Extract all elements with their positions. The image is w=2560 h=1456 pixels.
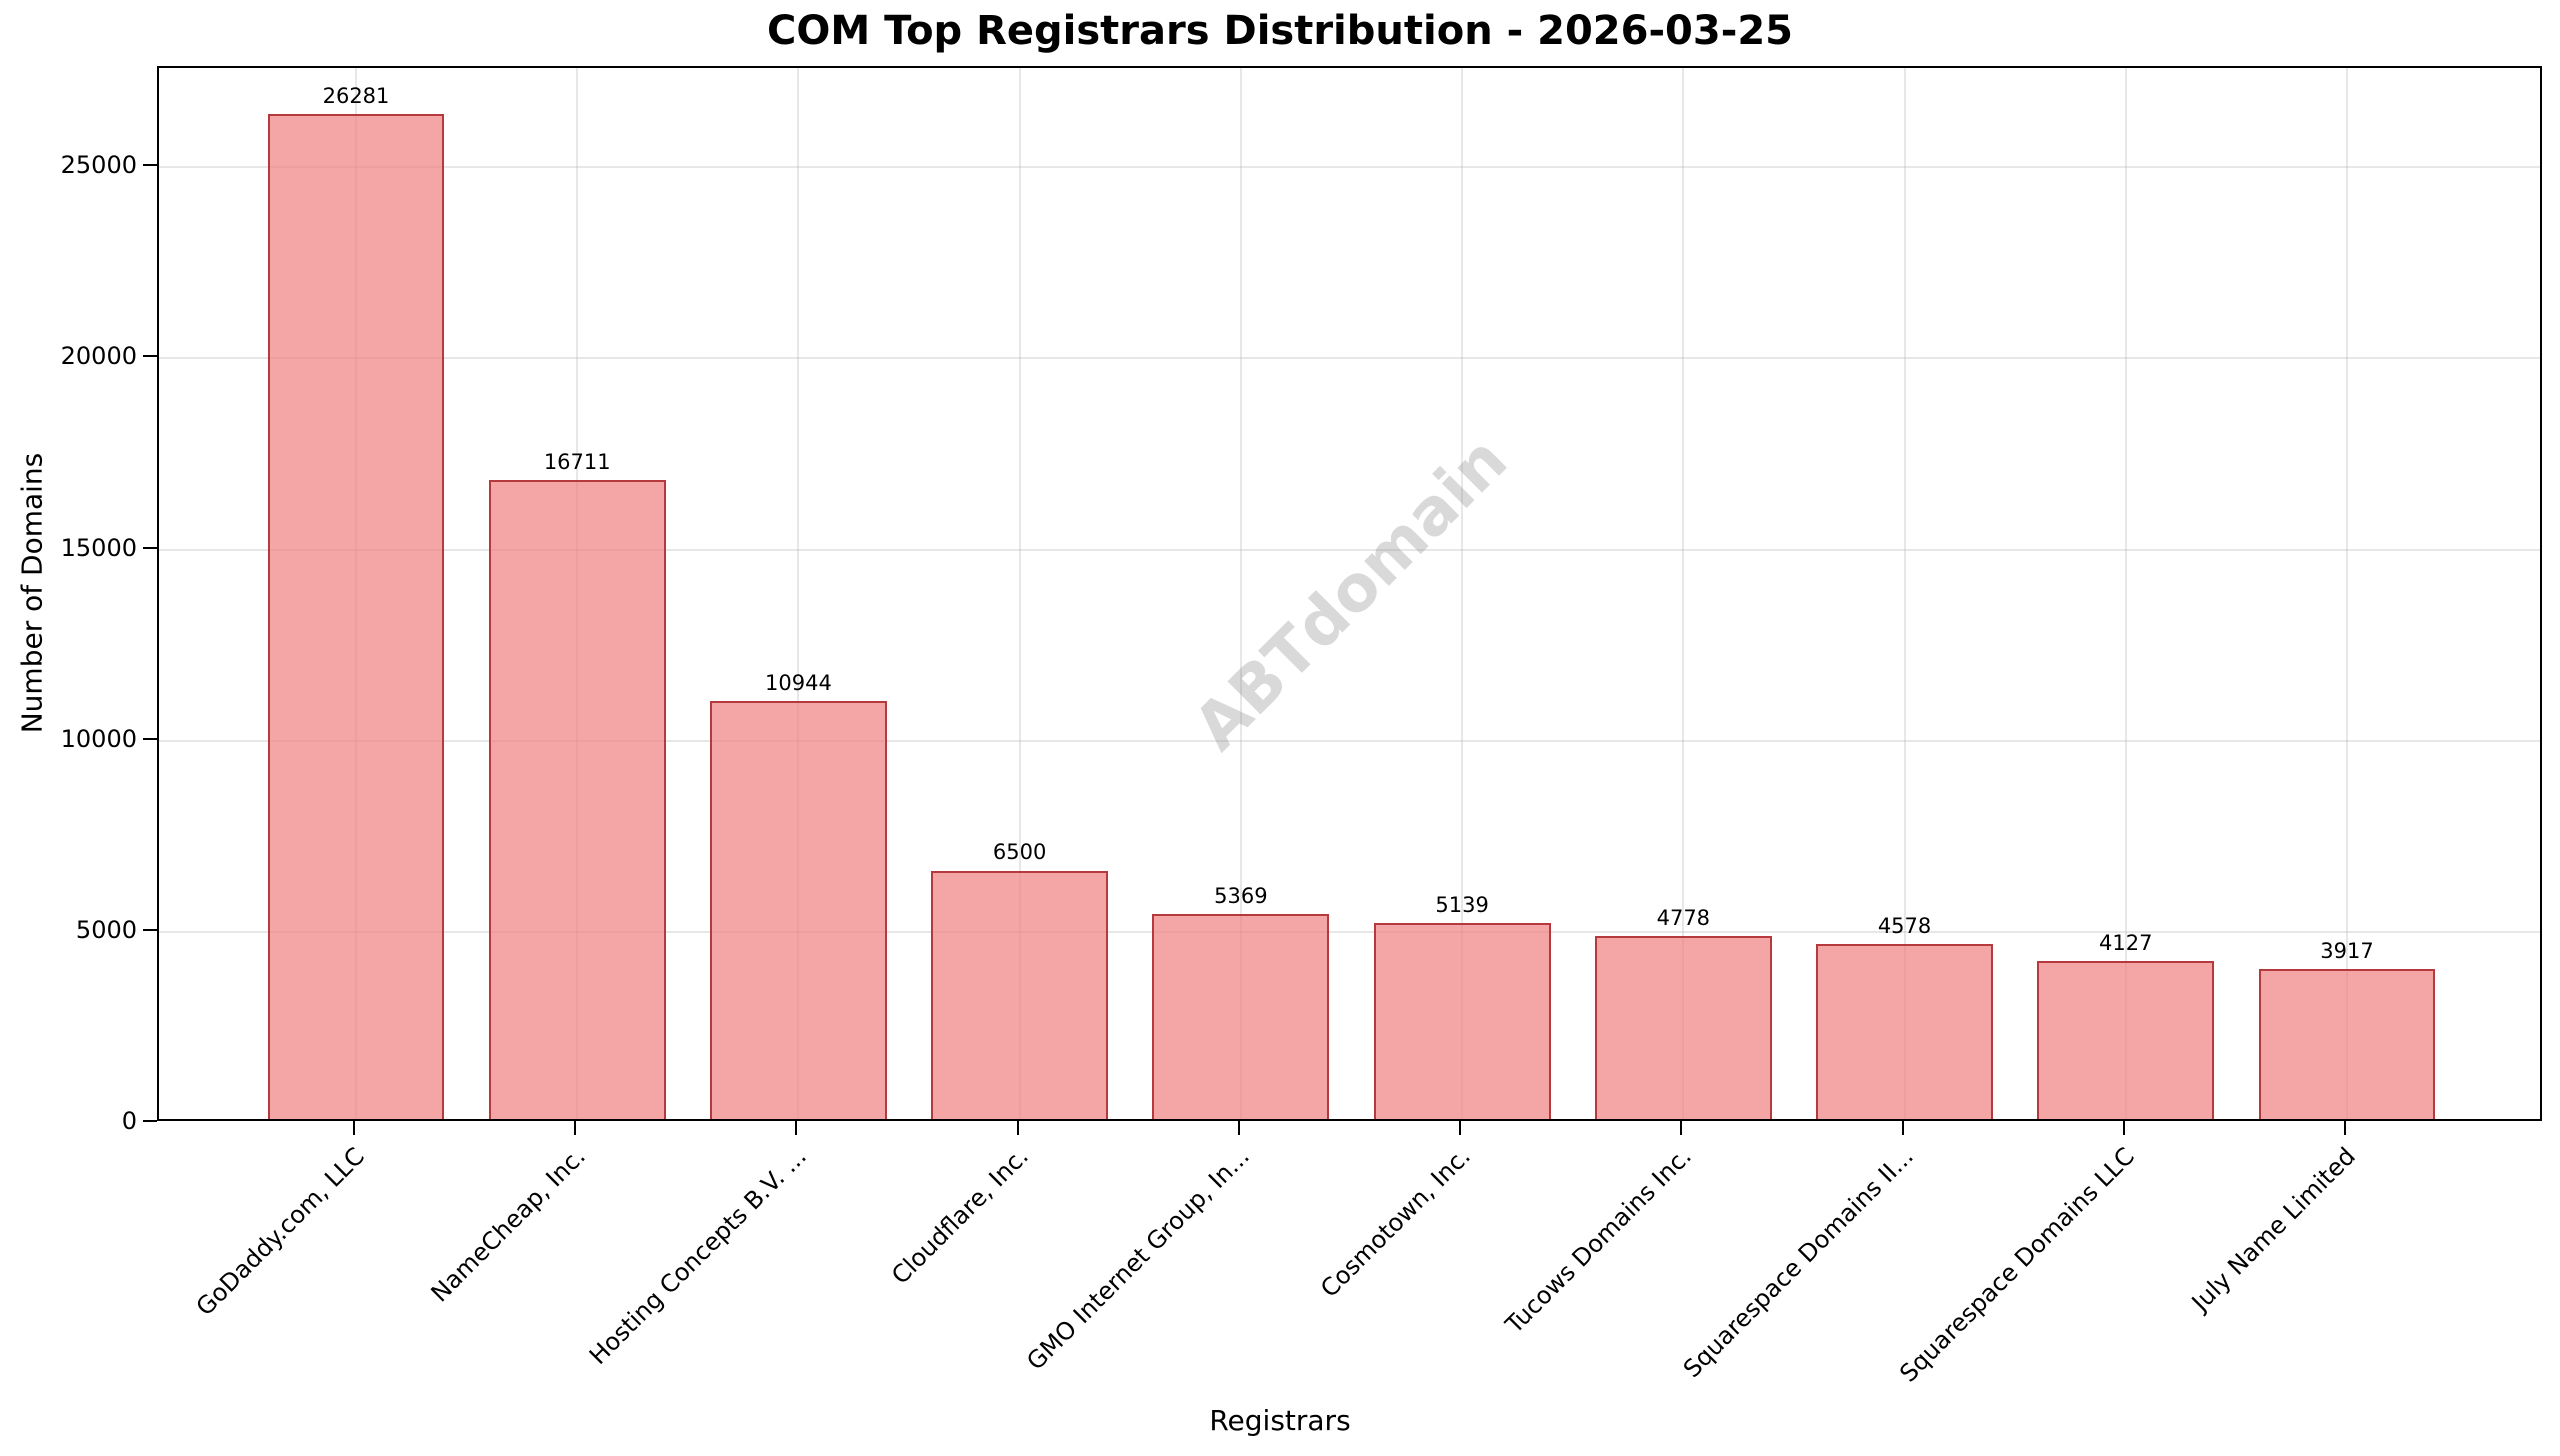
x-tick-label: Cosmotown, Inc. xyxy=(1315,1142,1477,1303)
bar-value-label: 16711 xyxy=(543,450,611,475)
bar-value-label: 5369 xyxy=(1214,883,1268,908)
x-tick-label: GoDaddy.com, LLC xyxy=(190,1142,370,1322)
x-tick-mark xyxy=(1237,1121,1240,1135)
y-tick-label: 20000 xyxy=(60,342,137,371)
y-tick-mark xyxy=(143,928,157,931)
bar-value-label: 3917 xyxy=(2320,939,2374,964)
bar-value-label: 4578 xyxy=(1877,913,1932,938)
x-tick-mark xyxy=(2122,1121,2125,1135)
x-tick-mark xyxy=(1680,1121,1683,1135)
x-tick-label: NameCheap, Inc. xyxy=(425,1142,592,1308)
bar xyxy=(1816,943,1994,1119)
x-tick-label: July Name Limited xyxy=(2186,1142,2361,1317)
gridline-vertical xyxy=(797,68,800,1119)
gridline-horizontal xyxy=(159,739,2540,742)
bar xyxy=(2258,969,2436,1119)
x-tick-label: GMO Internet Group, In... xyxy=(1021,1142,1255,1376)
x-tick-mark xyxy=(1016,1121,1019,1135)
x-tick-mark xyxy=(795,1121,798,1135)
x-tick-mark xyxy=(2344,1121,2346,1135)
y-tick-mark xyxy=(143,1120,157,1122)
plot-area: 26281 16711 10944 6500 5369 5139 4778 4578 4127 3… xyxy=(157,66,2542,1121)
y-tick-mark xyxy=(143,737,157,740)
x-tick-mark xyxy=(1901,1121,1904,1135)
bar-value-label: 26281 xyxy=(322,84,390,109)
x-tick-mark xyxy=(1459,1121,1462,1135)
x-tick-label: Cloudflare, Inc. xyxy=(885,1142,1034,1290)
chart-title: COM Top Registrars Distribution - 2026-0… xyxy=(767,8,1793,54)
gridline-vertical xyxy=(1018,68,1021,1119)
bar xyxy=(709,700,887,1119)
x-tick-mark xyxy=(574,1121,577,1135)
y-tick-label: 25000 xyxy=(60,151,137,180)
x-tick-mark xyxy=(353,1121,355,1135)
x-tick-label: Tucows Domains Inc. xyxy=(1500,1142,1698,1339)
bar xyxy=(267,114,445,1119)
y-tick-mark xyxy=(143,164,157,167)
y-tick-label: 5000 xyxy=(75,915,137,944)
bar-value-label: 4778 xyxy=(1656,906,1711,931)
x-tick-label: Squarespace Domains LLC xyxy=(1894,1142,2140,1388)
bar xyxy=(1152,913,1330,1119)
bar xyxy=(1373,922,1551,1119)
bar-value-label: 6500 xyxy=(992,840,1047,865)
gridline-vertical xyxy=(1682,68,1685,1119)
y-tick-mark xyxy=(143,355,157,358)
bar-value-label: 5139 xyxy=(1435,892,1489,917)
gridline-horizontal xyxy=(159,166,2540,169)
y-tick-label: 0 xyxy=(121,1107,137,1135)
x-tick-label: Hosting Concepts B.V. ... xyxy=(584,1142,813,1371)
x-tick-label: Squarespace Domains II... xyxy=(1677,1142,1919,1384)
bar xyxy=(2037,961,2215,1119)
bar-value-label: 4127 xyxy=(2099,931,2153,956)
bar-value-label: 10944 xyxy=(765,670,832,695)
gridline-vertical xyxy=(1239,68,1242,1119)
gridline-horizontal xyxy=(159,357,2540,360)
gridline-vertical xyxy=(1461,68,1464,1119)
gridline-vertical xyxy=(2346,68,2348,1119)
y-axis-title: Number of Domains xyxy=(15,452,49,734)
x-axis-title: Registrars xyxy=(1209,1404,1351,1437)
bar xyxy=(488,480,666,1119)
y-tick-label: 10000 xyxy=(60,724,137,753)
bar xyxy=(1594,936,1772,1119)
gridline-vertical xyxy=(1903,68,1906,1119)
bar xyxy=(931,870,1109,1119)
gridline-vertical xyxy=(2124,68,2127,1119)
y-tick-mark xyxy=(143,546,157,549)
gridline-horizontal xyxy=(159,548,2540,551)
gridline-horizontal xyxy=(159,930,2540,933)
y-tick-label: 15000 xyxy=(60,533,137,562)
